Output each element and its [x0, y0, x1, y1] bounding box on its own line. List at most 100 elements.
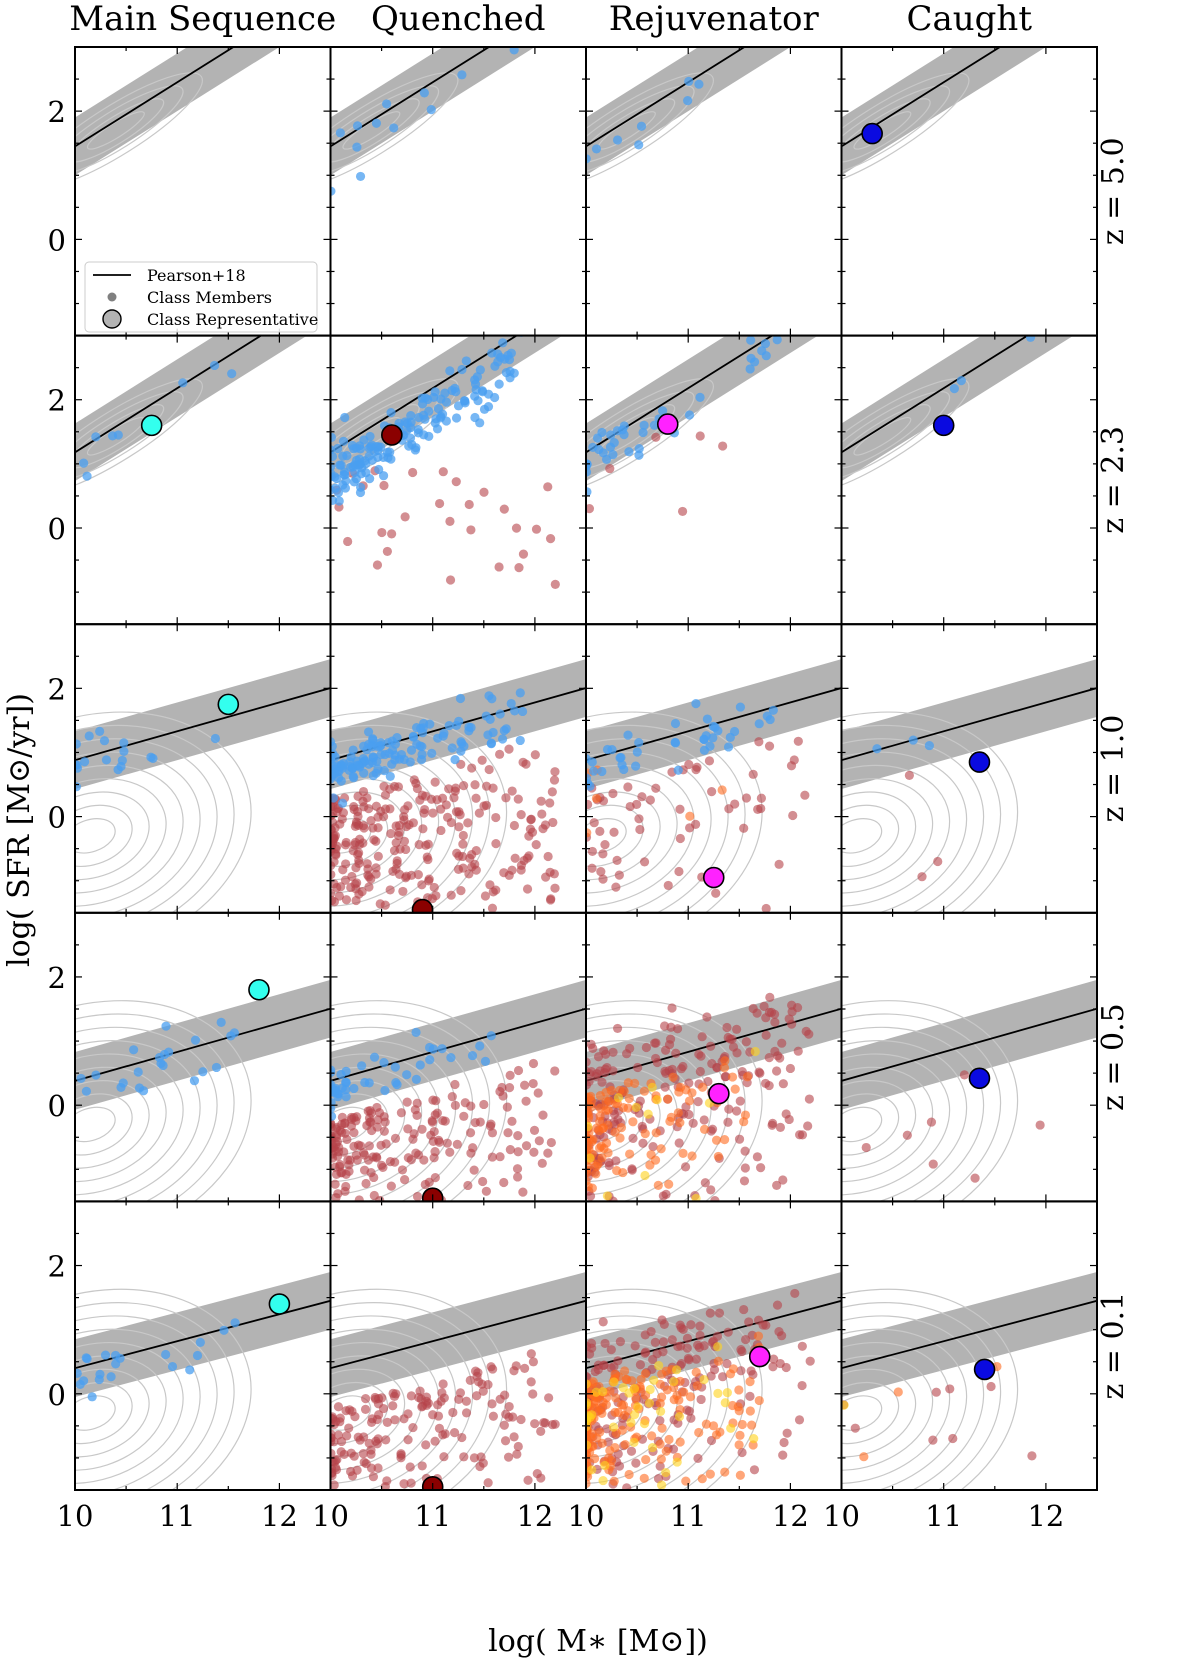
- member-point-blue: [406, 410, 416, 421]
- member-point-red: [364, 804, 374, 814]
- member-point-red: [364, 1141, 374, 1151]
- member-point-red: [959, 1070, 970, 1080]
- class-members: [949, 335, 1036, 394]
- member-point-red: [793, 1046, 803, 1056]
- member-point-red: [396, 1108, 407, 1118]
- member-point-red: [611, 1156, 621, 1166]
- panel-main-sequence-z-0-1: [74, 1200, 332, 1492]
- member-point-blue: [185, 1365, 195, 1375]
- member-point-red: [600, 840, 610, 850]
- member-point-red: [928, 1435, 938, 1445]
- member-point-red: [598, 874, 608, 884]
- member-point-blue: [624, 447, 634, 457]
- member-point-red: [454, 822, 464, 832]
- member-point-blue: [461, 356, 471, 366]
- member-point-blue: [612, 135, 623, 145]
- member-point-blue: [100, 1350, 111, 1360]
- member-point-red: [722, 1359, 732, 1369]
- member-point-red: [543, 851, 553, 862]
- member-point-yellow: [726, 1423, 736, 1433]
- member-point-red: [423, 854, 433, 865]
- member-point-red: [674, 866, 684, 877]
- member-point-blue: [167, 1361, 178, 1372]
- member-point-red: [537, 1158, 547, 1168]
- class-members: [79, 360, 237, 481]
- member-point-red: [479, 487, 489, 497]
- member-point-orange: [664, 1434, 674, 1445]
- member-point-blue: [760, 338, 771, 349]
- member-point-blue: [457, 364, 467, 375]
- member-point-blue: [694, 79, 704, 89]
- member-point-red: [446, 890, 456, 900]
- member-point-red: [630, 1341, 640, 1351]
- member-point-red: [614, 870, 624, 880]
- member-point-red: [595, 826, 605, 836]
- member-point-blue: [340, 483, 351, 493]
- member-point-blue: [154, 1052, 165, 1063]
- contour-line: [330, 1302, 491, 1491]
- member-point-red: [403, 1435, 413, 1445]
- member-point-red: [465, 1128, 476, 1138]
- member-point-red: [530, 750, 540, 760]
- member-point-red: [782, 1428, 792, 1438]
- member-point-blue: [87, 1392, 97, 1402]
- member-point-yellow: [654, 1360, 664, 1371]
- member-point-blue: [417, 399, 428, 409]
- member-point-blue: [425, 1055, 435, 1065]
- member-point-blue: [95, 726, 105, 736]
- member-point-red: [651, 1038, 661, 1048]
- member-point-red: [790, 1288, 800, 1299]
- member-point-red: [372, 560, 383, 570]
- contour-line: [841, 1395, 883, 1431]
- member-point-blue: [354, 460, 365, 470]
- member-point-red: [418, 1401, 428, 1411]
- member-point-orange: [711, 1135, 722, 1145]
- member-point-red: [386, 828, 396, 839]
- member-point-red: [739, 1176, 750, 1186]
- member-point-red: [768, 1118, 778, 1128]
- member-point-red: [931, 1387, 941, 1397]
- member-point-red: [514, 563, 524, 573]
- member-point-red: [353, 811, 363, 822]
- x-tick-label: 12: [1027, 1499, 1064, 1533]
- contour-line: [75, 804, 133, 867]
- member-point-red: [633, 1062, 643, 1073]
- member-point-red: [586, 1066, 596, 1077]
- member-point-blue: [119, 746, 129, 756]
- member-point-orange: [611, 1393, 621, 1403]
- class-members: [75, 1318, 240, 1402]
- member-point-red: [599, 1046, 609, 1056]
- member-point-red: [777, 1038, 787, 1048]
- member-point-blue: [485, 714, 495, 725]
- member-point-blue: [426, 105, 436, 115]
- member-point-red: [469, 1165, 479, 1175]
- member-point-yellow: [647, 1082, 657, 1092]
- member-point-red: [756, 1163, 766, 1173]
- y-tick-label: 0: [48, 1089, 66, 1123]
- member-point-red: [732, 1106, 742, 1116]
- member-point-red: [718, 441, 728, 451]
- member-point-red: [330, 1471, 337, 1481]
- member-point-blue: [768, 705, 778, 715]
- class-members: [75, 726, 220, 792]
- member-point-red: [523, 1475, 533, 1485]
- contour-line: [75, 1093, 133, 1156]
- member-point-red: [380, 804, 391, 814]
- member-point-red: [363, 1106, 373, 1116]
- member-point-blue: [735, 702, 746, 712]
- member-point-red: [664, 1040, 675, 1050]
- member-point-blue: [80, 757, 90, 767]
- member-point-red: [543, 482, 553, 492]
- member-point-blue: [91, 432, 101, 442]
- density-contours: [330, 72, 459, 189]
- member-point-red: [513, 794, 523, 804]
- member-point-red: [641, 1042, 651, 1053]
- class-members: [586, 698, 810, 913]
- contour-line: [86, 111, 145, 150]
- panel-frame: [840, 1200, 1098, 1492]
- member-point-blue: [349, 444, 359, 454]
- member-point-blue: [1025, 335, 1036, 342]
- contour-line: [75, 98, 165, 163]
- row-label-z-0-5: z = 0.5: [1096, 1003, 1131, 1111]
- member-point-orange: [673, 1108, 683, 1118]
